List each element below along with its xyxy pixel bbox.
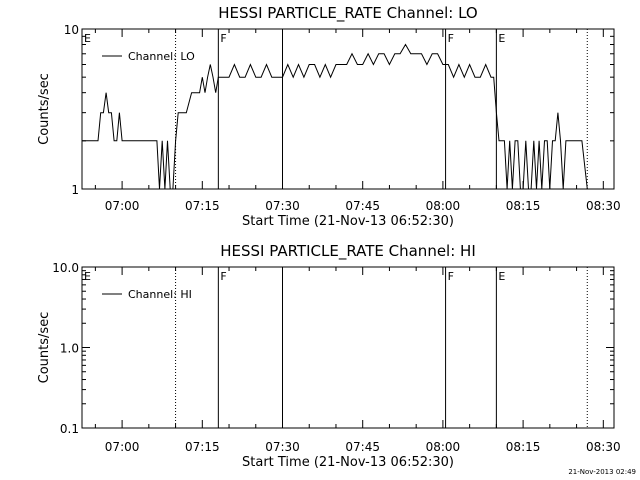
x-tick-label: 07:15 (185, 440, 220, 454)
y-tick-label: 0.1 (60, 422, 79, 436)
x-tick-label: 08:30 (586, 440, 621, 454)
plot-timestamp: 21-Nov-2013 02:49 (568, 468, 636, 476)
x-tick-label: 07:30 (265, 199, 300, 213)
y-axis-label: Counts/sec (37, 73, 52, 145)
event-marker-label: F (220, 270, 226, 283)
x-tick-label: 07:15 (185, 199, 220, 213)
event-marker-label: F (448, 270, 454, 283)
x-tick-label: 08:15 (506, 199, 541, 213)
x-tick-label: 07:45 (345, 440, 380, 454)
x-tick-label: 07:45 (345, 199, 380, 213)
y-tick-label: 1 (71, 183, 79, 197)
x-tick-label: 07:00 (105, 199, 140, 213)
x-axis-label: Start Time (21-Nov-13 06:52:30) (242, 214, 454, 229)
hi-channel-panel: HESSI PARTICLE_RATE Channel: HI Counts/se… (37, 242, 621, 470)
x-tick-label: 08:00 (426, 199, 461, 213)
event-marker-label: E (84, 270, 91, 283)
legend-label: Channel: HI (128, 288, 192, 301)
lo-channel-panel: HESSI PARTICLE_RATE Channel: LO Counts/se… (37, 4, 621, 229)
x-tick-label: 08:30 (586, 199, 621, 213)
series-line-0 (82, 43, 588, 190)
x-tick-label: 08:00 (426, 440, 461, 454)
y-tick-label: 10.0 (52, 261, 79, 275)
chart-title: HESSI PARTICLE_RATE Channel: LO (218, 4, 477, 23)
event-marker-label: E (498, 270, 505, 283)
event-marker-label: F (448, 32, 454, 45)
x-tick-label: 07:30 (265, 440, 300, 454)
chart-title: HESSI PARTICLE_RATE Channel: HI (220, 242, 476, 261)
y-tick-label: 10 (64, 23, 79, 37)
event-marker-label: F (220, 32, 226, 45)
x-axis-label: Start Time (21-Nov-13 06:52:30) (242, 455, 454, 470)
x-tick-label: 08:15 (506, 440, 541, 454)
y-tick-label: 1.0 (60, 342, 79, 356)
y-axis-label: Counts/sec (37, 312, 52, 384)
x-tick-label: 07:00 (105, 440, 140, 454)
legend-label: Channel: LO (128, 50, 195, 63)
event-marker-label: E (498, 32, 505, 45)
event-marker-label: E (84, 32, 91, 45)
